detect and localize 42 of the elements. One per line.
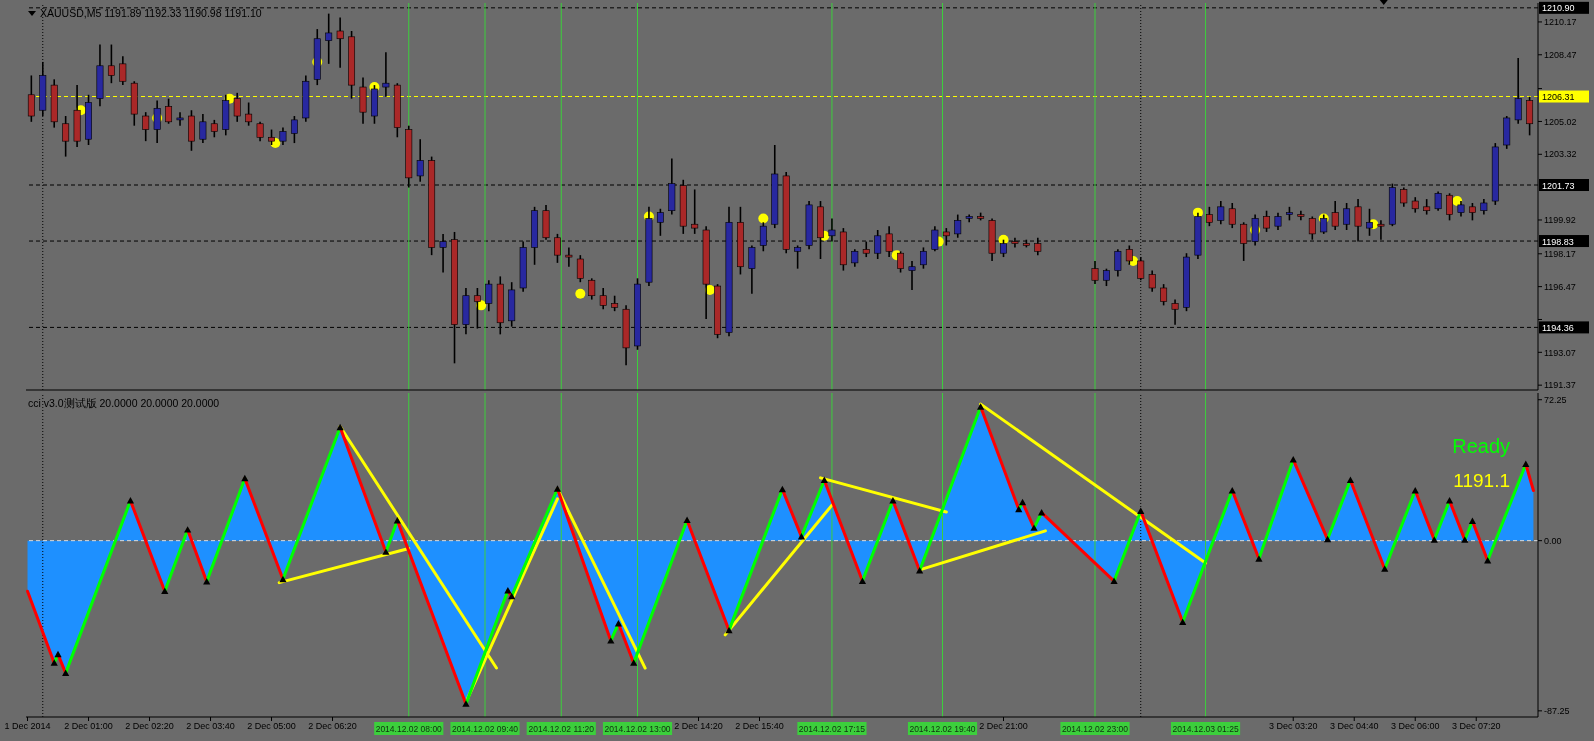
ref-line-label: 1206.31	[1542, 92, 1575, 103]
x-tick-label: 3 Dec 03:20	[1268, 721, 1318, 732]
y-tick-label: 0.00	[1544, 535, 1562, 546]
ref-line-label: 1198.83	[1542, 236, 1574, 247]
y-tick-label: 1191.37	[1544, 380, 1576, 391]
x-tick-label: 1 Dec 2014	[4, 721, 51, 732]
ref-line-label: 2014.12.02 23:00	[1061, 724, 1129, 734]
ref-line-label: 2014.12.02 17:15	[798, 724, 866, 734]
y-tick-label: 1199.92	[1544, 215, 1576, 226]
annotation: 1191.1	[1453, 470, 1510, 491]
chart-title: XAUUSD,M5 1191.89 1192.33 1190.98 1191.10	[40, 7, 262, 19]
x-tick-label: 3 Dec 06:00	[1390, 721, 1440, 732]
y-tick-label: 1208.47	[1544, 49, 1577, 60]
x-tick-label: 3 Dec 07:20	[1451, 721, 1501, 732]
y-tick-label: 1203.32	[1544, 149, 1577, 160]
x-tick-label: 2 Dec 21:00	[979, 721, 1028, 732]
x-tick-label: 2 Dec 05:00	[247, 721, 296, 732]
x-tick-label: 2 Dec 03:40	[186, 721, 235, 732]
y-tick-label: 1210.17	[1544, 17, 1577, 28]
x-tick-label: 2 Dec 14:20	[674, 721, 723, 732]
ref-line-label: 2014.12.02 09:40	[451, 724, 519, 734]
ref-line-label: 1201.73	[1542, 180, 1575, 191]
ref-line-label: 2014.12.02 11:20	[528, 724, 595, 734]
ref-line-label: 2014.12.02 13:00	[604, 724, 671, 734]
ref-line-label: 1210.90	[1542, 3, 1575, 14]
annotation: Ready	[1452, 435, 1510, 457]
y-tick-label: 1198.17	[1544, 248, 1576, 259]
ref-line-label: 2014.12.02 08:00	[375, 724, 443, 734]
y-tick-label: -87.25	[1544, 706, 1570, 717]
chart-title: cci v3.0测试版 20.0000 20.0000 20.0000	[28, 397, 220, 409]
ref-line-label: 2014.12.02 19:40	[909, 724, 976, 734]
x-tick-label: 2 Dec 15:40	[735, 721, 784, 732]
x-tick-label: 2 Dec 01:00	[64, 721, 113, 732]
y-tick-label: 1196.47	[1544, 281, 1576, 292]
x-tick-label: 3 Dec 04:40	[1329, 721, 1379, 732]
y-tick-label: 1205.02	[1544, 116, 1577, 127]
x-tick-label: 2 Dec 02:20	[125, 721, 174, 732]
ref-line-label: 2014.12.03 01:25	[1172, 724, 1239, 734]
y-tick-label: 72.25	[1544, 394, 1567, 405]
y-tick-label: 1193.07	[1544, 347, 1576, 358]
ref-line-label: 1194.36	[1542, 322, 1574, 333]
x-tick-label: 2 Dec 06:20	[308, 721, 357, 732]
